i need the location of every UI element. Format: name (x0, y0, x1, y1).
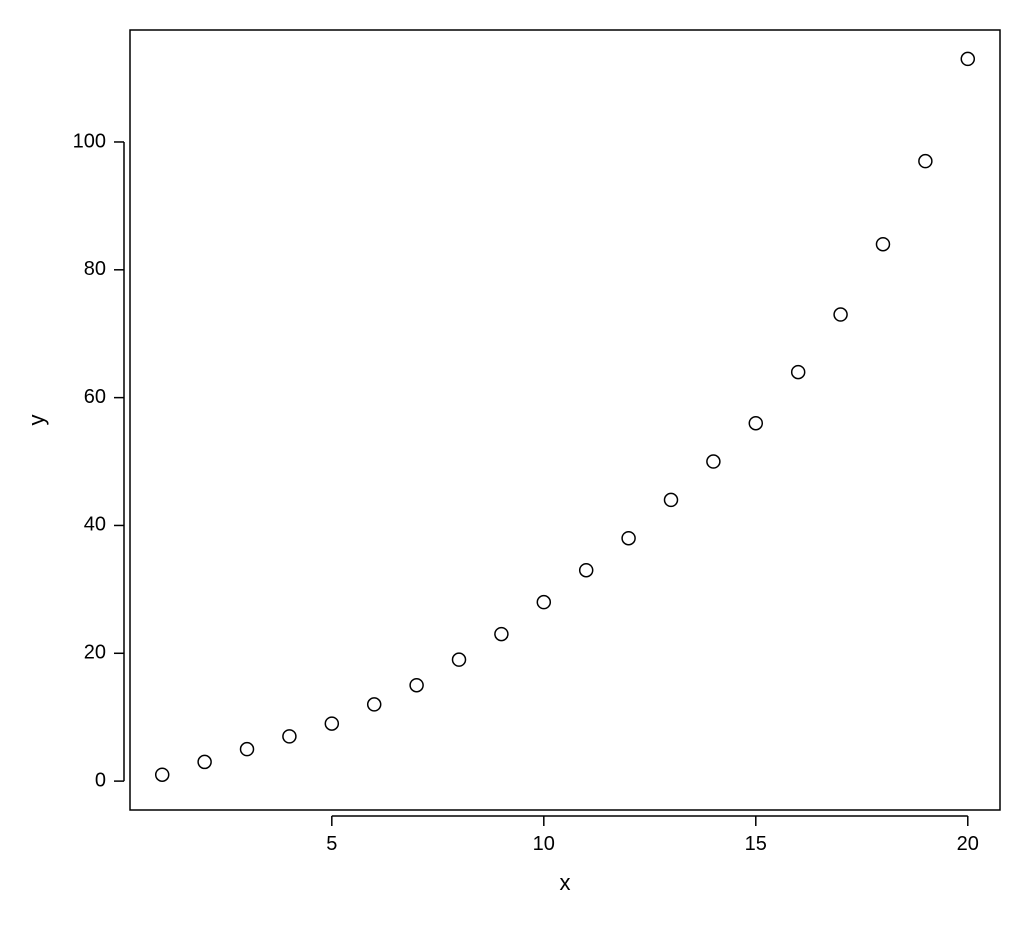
x-tick-label: 10 (533, 833, 555, 855)
y-tick-label: 0 (95, 769, 106, 791)
y-tick-label: 20 (84, 642, 106, 664)
y-tick-label: 100 (73, 130, 106, 152)
y-tick-label: 60 (84, 386, 106, 408)
x-axis-label: x (560, 870, 571, 895)
scatter-chart: 5 10 15 20 0 20 40 60 80 100 x y (0, 0, 1032, 926)
x-tick-label: 20 (957, 833, 979, 855)
y-tick-label: 40 (84, 514, 106, 536)
x-tick-label: 5 (326, 833, 337, 855)
x-tick-label: 15 (745, 833, 767, 855)
chart-background (0, 0, 1032, 926)
y-tick-label: 80 (84, 258, 106, 280)
y-axis-label: y (24, 415, 49, 426)
